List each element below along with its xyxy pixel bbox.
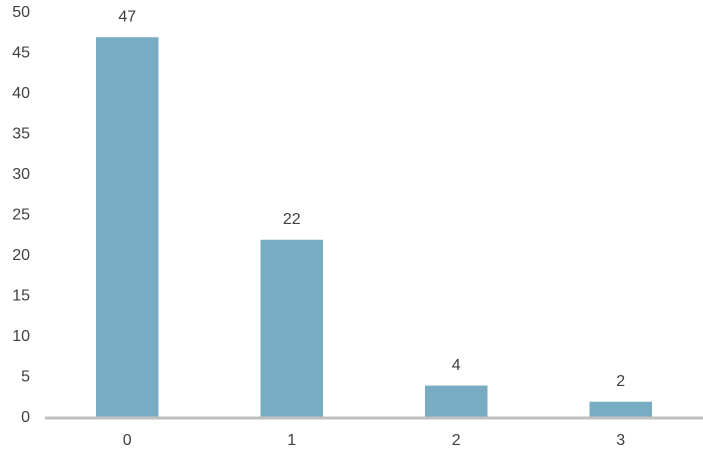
bar-group bbox=[424, 385, 488, 418]
y-tick-label: 30 bbox=[12, 166, 30, 183]
y-tick-label: 25 bbox=[12, 207, 30, 224]
x-tick-label: 0 bbox=[123, 432, 132, 449]
y-tick-label: 40 bbox=[12, 85, 30, 102]
y-tick-label: 0 bbox=[21, 409, 30, 426]
data-label: 4 bbox=[452, 357, 461, 374]
bar-stripes bbox=[260, 239, 324, 418]
y-tick-label: 35 bbox=[12, 126, 30, 143]
bar-group bbox=[589, 401, 653, 418]
bar-stripes bbox=[589, 401, 653, 418]
y-tick-label: 15 bbox=[12, 288, 30, 305]
x-tick-label: 3 bbox=[616, 432, 625, 449]
bar-stripes bbox=[95, 37, 159, 419]
bar-group bbox=[95, 37, 159, 419]
y-tick-label: 10 bbox=[12, 328, 30, 345]
data-label: 47 bbox=[118, 9, 136, 26]
y-tick-label: 5 bbox=[21, 369, 30, 386]
x-tick-label: 2 bbox=[452, 432, 461, 449]
bar-group bbox=[260, 239, 324, 418]
y-tick-label: 50 bbox=[12, 4, 30, 21]
data-label: 2 bbox=[616, 373, 625, 390]
y-tick-label: 20 bbox=[12, 247, 30, 264]
bar-stripes bbox=[424, 385, 488, 418]
x-tick-label: 1 bbox=[287, 432, 296, 449]
data-label: 22 bbox=[283, 211, 301, 228]
y-tick-label: 45 bbox=[12, 45, 30, 62]
